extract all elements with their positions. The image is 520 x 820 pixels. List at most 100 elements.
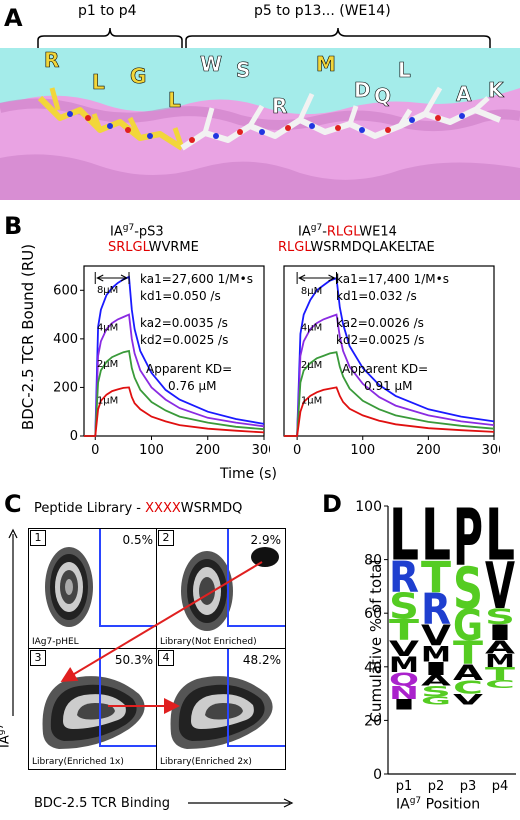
y-tick-label: 80 — [364, 553, 382, 569]
panel-d-letter: D — [322, 490, 342, 518]
logo-letter: A — [453, 660, 483, 685]
panel-c-letter: C — [4, 490, 22, 518]
right-plot-title: IAg7-RLGLWE14 — [298, 223, 397, 240]
left-kd1: kd1=0.050 /s — [140, 289, 221, 303]
plot-number: 4 — [158, 650, 174, 666]
logo-letter-group: S — [421, 683, 451, 700]
arrow-head — [298, 274, 306, 282]
series-line — [284, 276, 495, 437]
right-plot-sequence: RLGLWSRMDQLAKELTAE — [278, 240, 435, 255]
logo-letter-group: R — [389, 552, 419, 602]
x-tick-label: 0 — [293, 443, 301, 458]
right-ka2: ka2=0.0026 /s — [336, 316, 424, 330]
logo-letter: M — [421, 641, 451, 666]
logo-letter: S — [389, 586, 419, 627]
group2-label: p5 to p13... (WE14) — [254, 3, 391, 19]
logo-letter: L — [421, 498, 451, 577]
residue-label-yellow: R — [44, 48, 60, 73]
panel-c-x-arrow — [188, 798, 294, 808]
logo-letter: A — [421, 673, 452, 690]
panel-c-y-arrow — [8, 528, 18, 716]
logo-letter: R — [389, 552, 419, 602]
logo-letter: T — [485, 664, 515, 685]
group1-label: p1 to p4 — [78, 3, 137, 19]
logo-letter-group: M — [421, 641, 451, 666]
x-tick-label: p3 — [460, 779, 477, 794]
y-tick-label: 40 — [364, 660, 382, 676]
left-plot-title: IAg7-pS3 — [110, 223, 164, 240]
right-kd-label: Apparent KD= — [342, 362, 429, 376]
plot-frame — [83, 265, 265, 437]
plot-caption: Library(Enriched 2x) — [160, 757, 252, 767]
logo-letter: S — [421, 683, 451, 700]
logo-letter-group: V — [389, 636, 419, 661]
logo-letter-group: S — [485, 604, 515, 629]
residue-label-white: R — [272, 94, 288, 119]
logo-letter: Q — [389, 669, 419, 690]
x-tick-label: p2 — [428, 779, 445, 794]
residue-label-white: K — [488, 78, 504, 103]
logo-letter-group: V — [485, 548, 515, 624]
y-tick-label: 0 — [70, 429, 78, 444]
sequence-logo-chart: 020406080100p1INQMVTSRLp2GSAIMVRTLp3VCAT… — [355, 498, 516, 794]
y-tick-label: 60 — [364, 606, 382, 622]
flow-plot-4: 4 48.2% Library(Enriched 2x) — [156, 648, 286, 770]
panel-d-xlabel: IAg7 Position — [396, 796, 481, 813]
residue-label-white: D — [354, 78, 371, 103]
logo-letter-group: N — [389, 683, 419, 704]
series-line — [284, 313, 495, 437]
logo-letter: G — [453, 601, 483, 651]
logo-letter-group: V — [421, 620, 451, 653]
x-tick-label: 200 — [195, 443, 220, 458]
logo-letter-group: I — [421, 659, 451, 680]
left-kd-label: Apparent KD= — [146, 362, 233, 376]
logo-letter-group: L — [421, 498, 451, 577]
x-tick-label: 300 — [482, 443, 500, 458]
logo-letter-group: L — [389, 498, 419, 577]
x-tick-label: 100 — [350, 443, 375, 458]
plot-number: 2 — [158, 530, 174, 546]
logo-letter-group: T — [453, 634, 483, 672]
arrow-head — [328, 274, 336, 282]
logo-letter: V — [421, 620, 451, 653]
series-line — [84, 386, 265, 437]
plot-caption: Library(Not Enriched) — [160, 637, 257, 647]
logo-letter-group: A — [453, 660, 483, 685]
logo-letter: M — [389, 652, 419, 677]
logo-letter: M — [485, 651, 515, 672]
logo-letter-group: P — [453, 498, 483, 584]
plot-caption: IAg7-pHEL — [32, 637, 79, 647]
spr-chart-right: 0 100 200 300 8μM 4μM 2μM 1μM — [283, 265, 500, 458]
panel-c-ylabel: IAg7 — [0, 723, 13, 748]
residue-label-yellow: G — [130, 64, 147, 89]
concentration-label: 8μM — [301, 286, 322, 297]
x-tick-label: p1 — [396, 779, 413, 794]
logo-letter-group: G — [421, 694, 451, 706]
logo-letter: I — [389, 697, 419, 714]
panel-a-letter: A — [4, 4, 23, 32]
logo-letter-group: I — [389, 697, 419, 714]
x-tick-label: 100 — [139, 443, 164, 458]
y-tick-label: 100 — [355, 499, 382, 515]
right-kd1: kd1=0.032 /s — [336, 289, 417, 303]
logo-letter: T — [389, 615, 419, 648]
logo-letter: G — [421, 694, 451, 706]
right-kd2: kd2=0.0025 /s — [336, 333, 425, 347]
gate-percent: 48.2% — [242, 653, 281, 667]
plot-number: 1 — [30, 530, 46, 546]
flow-plot-1: 1 0.5% IAg7-pHEL — [28, 528, 158, 650]
left-kd-value: 0.76 μM — [168, 379, 217, 393]
right-kd-value: 0.91 μM — [364, 379, 413, 393]
logo-letter-group: G — [453, 601, 483, 651]
concentration-label: 8μM — [97, 285, 118, 296]
y-tick-label: 20 — [364, 713, 382, 729]
arrow-head — [96, 274, 104, 282]
logo-letter: T — [453, 634, 483, 672]
logo-letter-group: Q — [389, 669, 419, 690]
logo-letter-group: A — [421, 673, 452, 690]
logo-letter: L — [485, 498, 515, 577]
arrow-head — [120, 274, 129, 282]
logo-letter: N — [389, 683, 419, 704]
logo-letter-group: I — [485, 620, 515, 645]
y-tick-label: 400 — [53, 332, 78, 347]
